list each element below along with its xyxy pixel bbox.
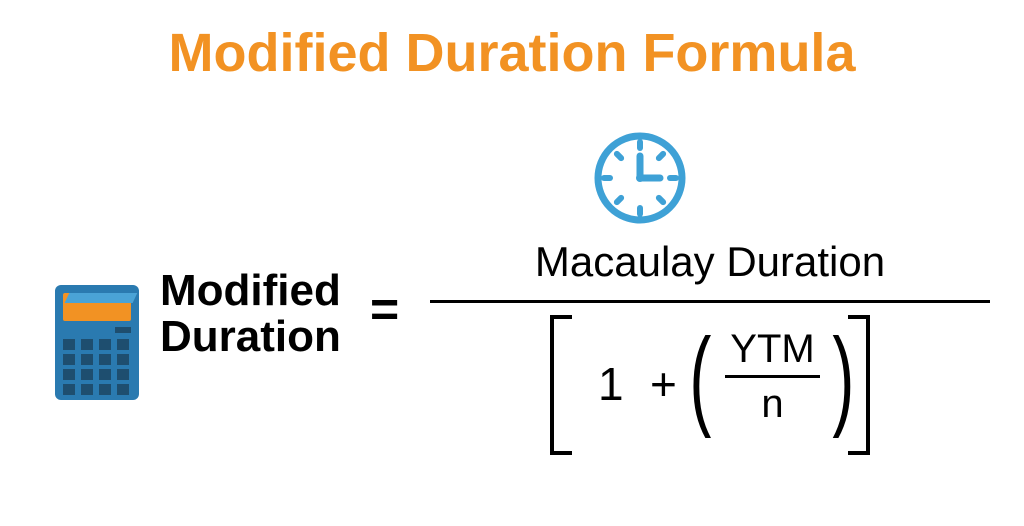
formula-lhs: Modified Duration	[160, 268, 341, 360]
clock-icon	[590, 128, 690, 233]
inner-frac-bottom: n	[725, 384, 820, 424]
inner-frac-top: YTM	[725, 329, 820, 369]
page-title: Modified Duration Formula	[0, 0, 1024, 84]
denom-one: 1	[598, 357, 624, 411]
lhs-line2: Duration	[160, 312, 341, 361]
paren-left: (	[689, 323, 711, 433]
fraction-bar	[430, 300, 990, 303]
equals-sign: =	[370, 280, 399, 338]
inner-fraction: YTM n	[725, 329, 820, 424]
paren-right: )	[832, 323, 854, 433]
title-text: Modified Duration Formula	[169, 23, 856, 83]
fraction-numerator: Macaulay Duration	[430, 238, 990, 286]
fraction-denominator: 1 + ( YTM n )	[430, 315, 990, 475]
bracket-left	[550, 315, 572, 455]
inner-frac-bar	[725, 375, 820, 378]
lhs-line1: Modified	[160, 266, 341, 315]
formula-container: Modified Duration = Macaulay Duration 1 …	[0, 120, 1024, 520]
denom-plus: +	[650, 357, 677, 411]
calculator-icon	[55, 285, 139, 405]
